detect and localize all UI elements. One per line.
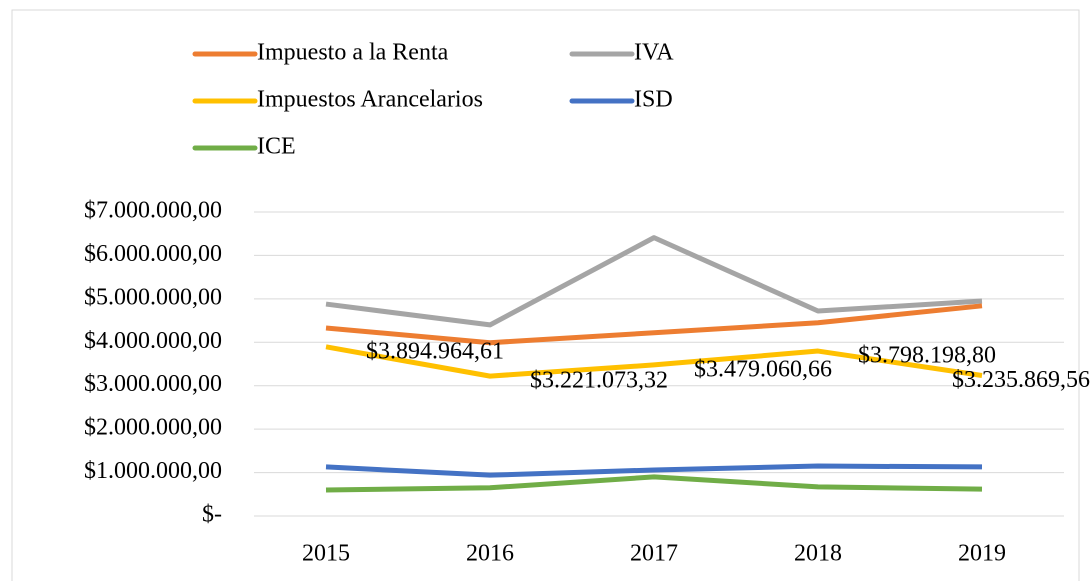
x-tick-label: 2017 [630, 541, 678, 567]
y-tick-label: $4.000.000,00 [84, 328, 222, 354]
data-label: $3.235.869,56 [952, 367, 1090, 393]
legend-label: Impuesto a la Renta [257, 40, 449, 66]
data-label: $3.798.198,80 [858, 343, 996, 369]
y-tick-label: $6.000.000,00 [84, 241, 222, 267]
y-tick-label: $5.000.000,00 [84, 284, 222, 310]
x-tick-label: 2015 [302, 541, 350, 567]
x-tick-label: 2018 [794, 541, 842, 567]
x-tick-label: 2019 [958, 541, 1006, 567]
series-line [325, 474, 983, 493]
y-tick-label: $7.000.000,00 [84, 198, 222, 224]
y-tick-label: $3.000.000,00 [84, 371, 222, 397]
data-label: $3.221.073,32 [530, 368, 668, 394]
y-tick-label: $- [202, 502, 222, 528]
series-line [325, 344, 983, 379]
y-tick-label: $1.000.000,00 [84, 458, 222, 484]
series-line [325, 303, 983, 346]
series-line [325, 463, 983, 478]
data-label: $3.479.060,66 [694, 356, 832, 382]
legend-label: ICE [257, 134, 296, 160]
y-tick-label: $2.000.000,00 [84, 415, 222, 441]
legend-label: IVA [634, 40, 674, 66]
legend-label: ISD [634, 87, 673, 113]
x-tick-label: 2016 [466, 541, 514, 567]
data-label: $3.894.964,61 [366, 338, 504, 364]
series-line [325, 235, 983, 328]
legend-label: Impuestos Arancelarios [257, 87, 483, 113]
